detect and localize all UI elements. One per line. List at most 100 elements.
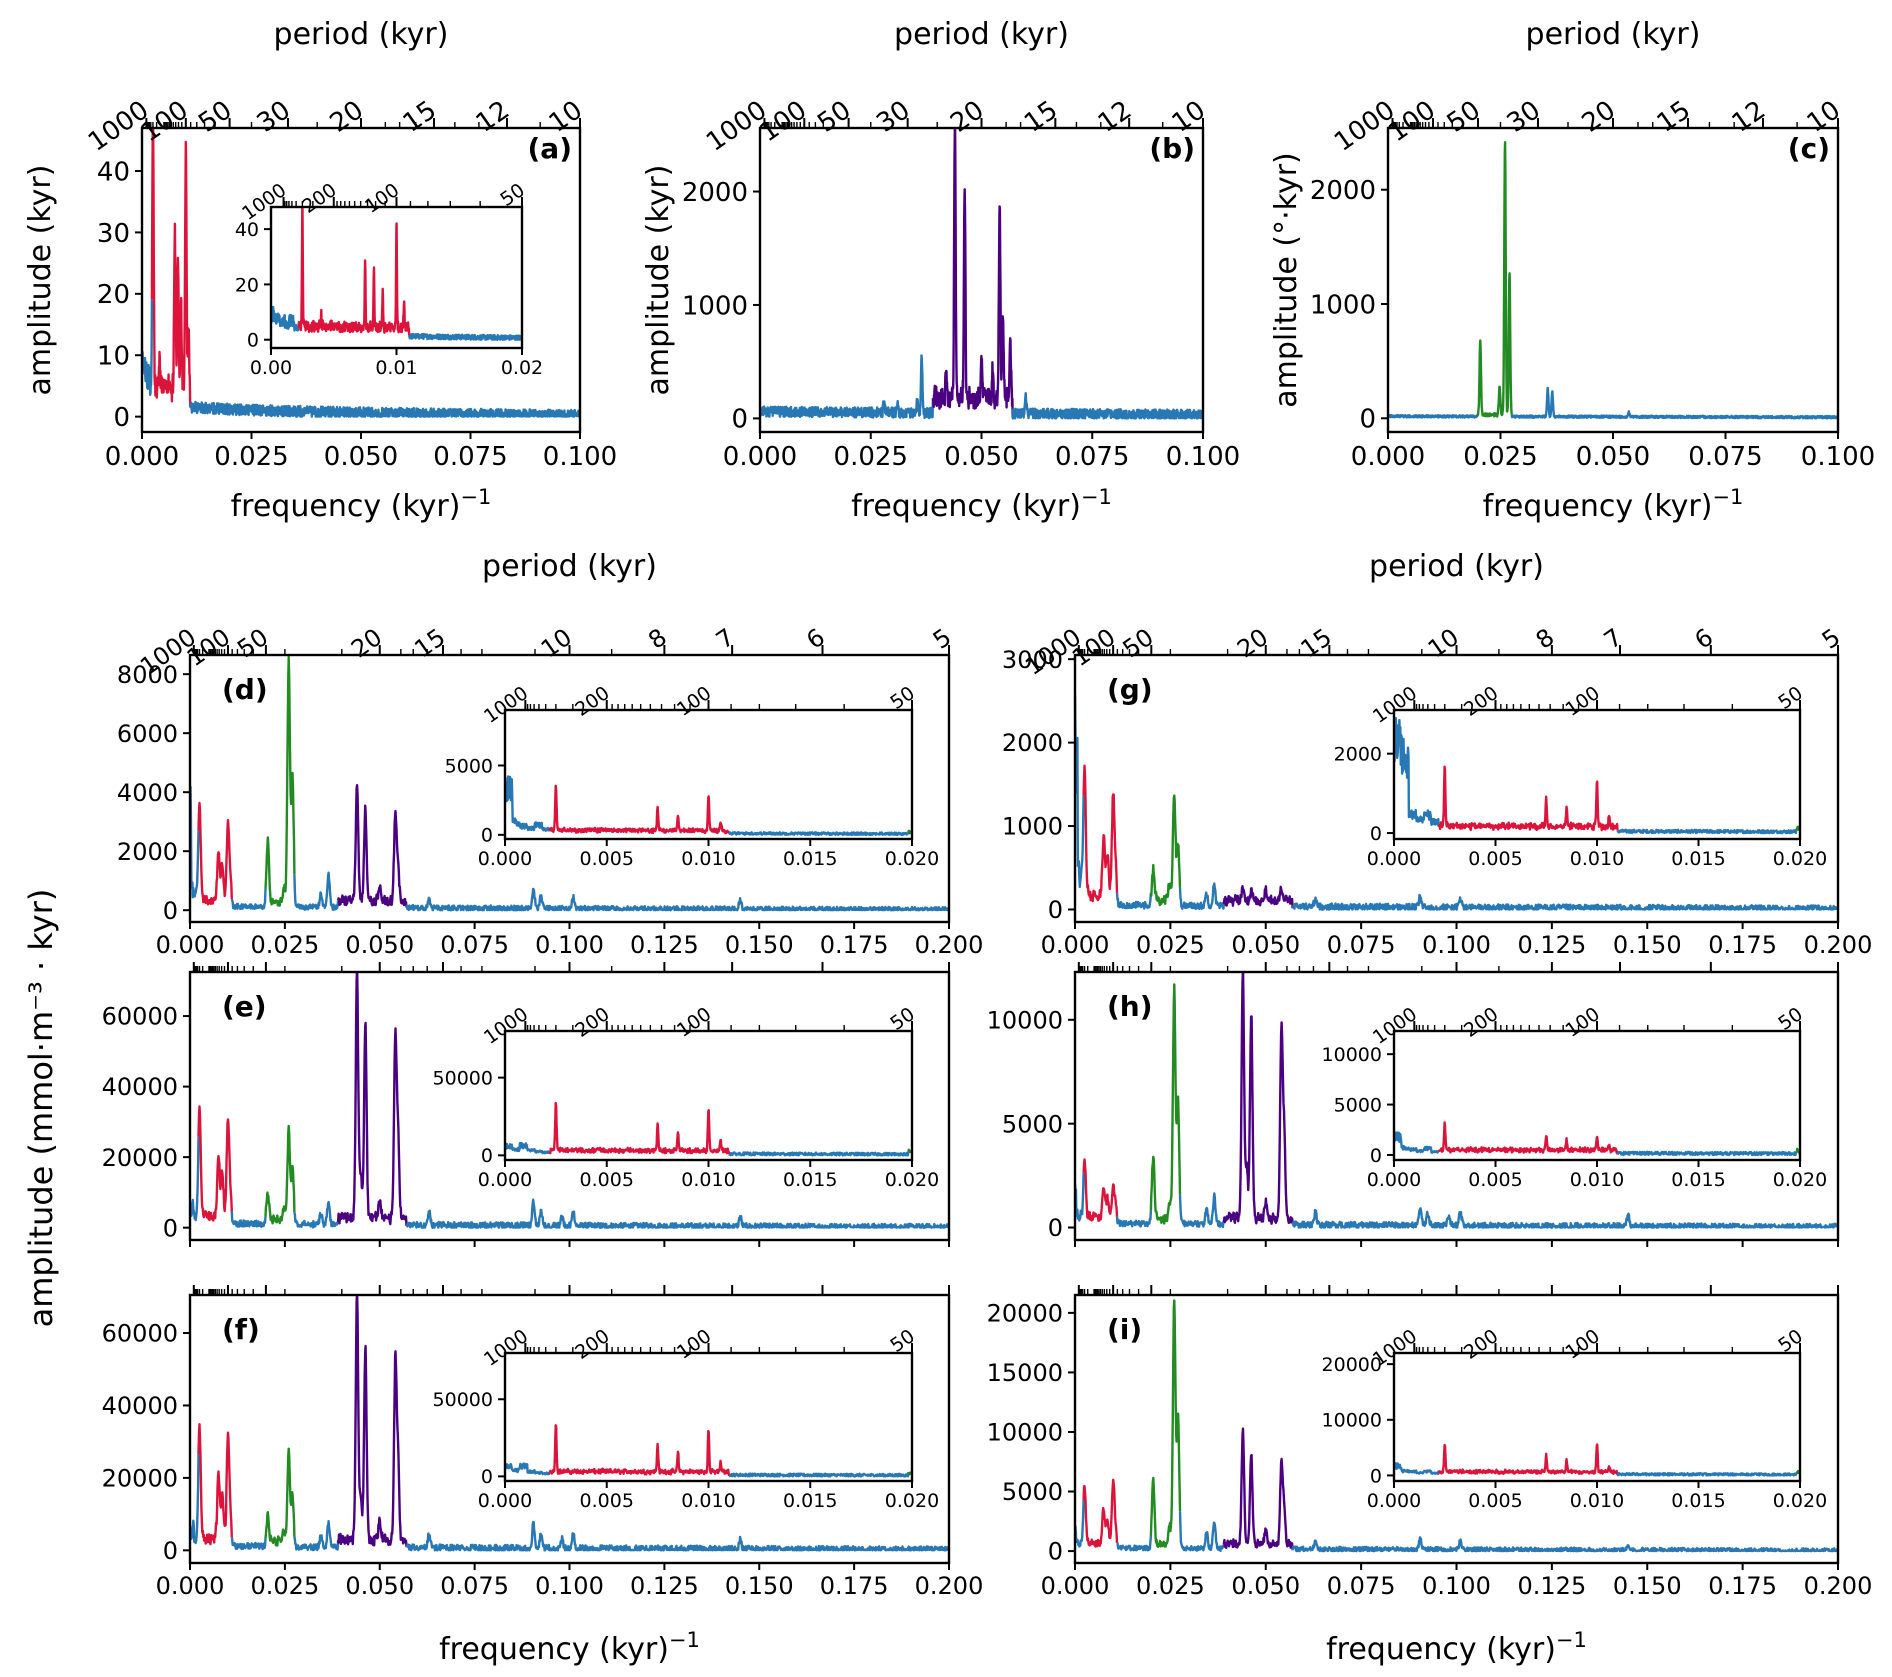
- panel-h-line-2878b5: [1115, 1210, 1153, 1228]
- panel-a-label: (a): [528, 132, 573, 165]
- panel-g-line-dc143c: [1082, 764, 1119, 903]
- panel-i-ytick-label: 5000: [1002, 1478, 1063, 1506]
- panel-f-inset-xtick-label: 0.010: [681, 1490, 735, 1512]
- panel-i-inset: 0.000 0.005 0.010 0.015 0.020010000200001000…: [1322, 1325, 1828, 1512]
- panel-f-line-2878b5: [230, 1536, 267, 1551]
- panel-i-inset-xtick-label: 0.000: [1367, 1490, 1421, 1512]
- panel-c-line-2878b5: [1388, 413, 1479, 419]
- panel-d-line-228b22: [264, 655, 296, 907]
- panel-f-xtick-label: 0.075: [440, 1572, 509, 1600]
- panel-i-xtick-label: 0.100: [1422, 1572, 1491, 1600]
- panel-f-ytick-label: 0: [163, 1537, 178, 1565]
- panel-a-inset-line-2878b5: [408, 332, 522, 341]
- panel-c-xlabel: frequency (kyr)−1: [1483, 485, 1744, 524]
- panel-i-xtick-label: 0.025: [1136, 1572, 1205, 1600]
- panel-d-xtick-label: 0.125: [630, 931, 699, 959]
- panel-e-line-2878b5: [293, 1200, 339, 1229]
- panel-i: 0.000 0.025 0.050 0.075 0.100 0.125 0.150 0.175…: [987, 1285, 1873, 1667]
- panel-d-inset-ytick-label: 0: [481, 825, 493, 847]
- panel-c-xtick-label: 0.100: [1801, 442, 1875, 472]
- panel-d-line-dc143c: [197, 801, 233, 906]
- panel-f-xtick-label: 0.025: [251, 1572, 320, 1600]
- panel-g-line-2878b5: [1178, 882, 1226, 910]
- panel-e-inset-xtick-label: 0.000: [478, 1169, 532, 1191]
- panel-a-line-2878b5: [142, 299, 154, 396]
- panel-d-line-2878b5: [230, 888, 267, 910]
- panel-h-inset-ytick-label: 5000: [1334, 1094, 1382, 1116]
- panel-g: 0.000 0.025 0.050 0.075 0.100 0.125 0.150 0.175…: [1002, 549, 1872, 959]
- panel-c-ytick-label: 1000: [1310, 290, 1376, 320]
- panel-g-ytick-label: 3000: [1002, 646, 1063, 674]
- panel-g-inset-bg: [1394, 710, 1800, 839]
- panel-a-xlabel: frequency (kyr)−1: [231, 485, 492, 524]
- panel-f-inset-line-2878b5: [505, 1462, 551, 1476]
- panel-a-line-2878b5: [189, 400, 580, 418]
- panel-i-xtick-label: 0.175: [1708, 1572, 1777, 1600]
- panel-f-line-dc143c: [197, 1422, 233, 1546]
- panel-a-inset-line-2878b5: [271, 305, 300, 332]
- panel-a: 0.000 0.025 0.050 0.075 0.100010203040100010…: [23, 17, 617, 524]
- panel-i-line-2878b5: [1178, 1511, 1226, 1553]
- panel-g-xtick-label: 0.150: [1613, 931, 1682, 959]
- panel-i-ytick-label: 10000: [987, 1419, 1063, 1447]
- panel-e-inset-xtick-label: 0.020: [885, 1169, 939, 1191]
- panel-c-xtick-label: 0.050: [1576, 442, 1650, 472]
- panel-c-line-228b22: [1476, 140, 1513, 418]
- panel-h-ytick-label: 0: [1048, 1214, 1063, 1242]
- panel-c-period-axis-title: period (kyr): [1526, 17, 1701, 52]
- panel-i-inset-ytick-label: 0: [1370, 1465, 1382, 1487]
- panel-f-inset-ytick-label: 50000: [433, 1389, 493, 1411]
- shared-y-axis-label: amplitude (mmol·m⁻³ · kyr): [22, 889, 60, 1328]
- panel-a-inset-ytick-label: 40: [235, 219, 259, 241]
- panel-a-ylabel: amplitude (kyr): [23, 165, 58, 396]
- panel-h-ytick-label: 10000: [987, 1006, 1063, 1034]
- panel-d-ytick-label: 6000: [117, 720, 178, 748]
- panel-f-inset-ytick-label: 0: [481, 1466, 493, 1488]
- panel-d-ytick-label: 2000: [117, 838, 178, 866]
- panel-f-ytick-label: 20000: [102, 1465, 178, 1493]
- panel-g-inset-line-2878b5: [1394, 716, 1440, 827]
- panel-h-label: (h): [1107, 990, 1153, 1023]
- panel-d-line-2878b5: [190, 785, 200, 899]
- panel-d-inset-ytick-label: 5000: [445, 755, 493, 777]
- panel-h: 0 5000 10000 (h) 0.000 0.005 0.010 0.015 0.020 0 5…: [987, 962, 1840, 1247]
- panel-i-ytick-label: 15000: [987, 1359, 1063, 1387]
- panel-b-line-2878b5: [1011, 392, 1203, 420]
- panel-c-ytick-label: 2000: [1310, 176, 1376, 206]
- panel-h-inset-xtick-label: 0.020: [1773, 1169, 1827, 1191]
- panel-c: 0.000 0.025 0.050 0.075 0.100010002000100010…: [1269, 17, 1875, 524]
- panel-g-xtick-label: 0.025: [1136, 931, 1205, 959]
- panel-g-inset-xtick-label: 0.020: [1773, 848, 1827, 870]
- panel-d-xtick-label: 0.100: [535, 931, 604, 959]
- panel-b-xlabel: frequency (kyr)−1: [851, 485, 1112, 524]
- panel-g-line-4b0082: [1222, 885, 1294, 909]
- panel-f-xtick-label: 0.100: [535, 1572, 604, 1600]
- panel-g-xtick-label: 0.000: [1041, 931, 1110, 959]
- panel-f-inset-xtick-label: 0.020: [885, 1490, 939, 1512]
- panel-h-inset-ytick-label: 0: [1370, 1145, 1382, 1167]
- panel-e-line-228b22: [264, 1124, 296, 1225]
- panel-i-xtick-label: 0.200: [1804, 1572, 1873, 1600]
- panel-d-line-2878b5: [293, 871, 340, 911]
- panel-d-inset-xtick-label: 0.020: [885, 848, 939, 870]
- panel-a-ytick-label: 10: [97, 342, 130, 372]
- panel-d-inset-xtick-label: 0.015: [783, 848, 837, 870]
- panel-a-xtick-label: 0.100: [543, 442, 617, 472]
- panel-d-ytick-label: 0: [163, 897, 178, 925]
- panel-g-xtick-label: 0.100: [1422, 931, 1491, 959]
- panel-g-inset-xtick-label: 0.000: [1367, 848, 1421, 870]
- panel-a-period-axis-title: period (kyr): [274, 17, 449, 52]
- panel-g-xtick-label: 0.075: [1327, 931, 1396, 959]
- panel-e-inset-xtick-label: 0.005: [580, 1169, 634, 1191]
- panel-i-line-2878b5: [1075, 1499, 1085, 1548]
- panel-a-line-dc143c: [150, 128, 192, 408]
- panel-b-xtick-label: 0.000: [723, 442, 797, 472]
- panel-a-ytick-label: 0: [113, 403, 130, 433]
- panel-g-inset-line-2878b5: [1616, 828, 1798, 835]
- panel-f-xtick-label: 0.150: [725, 1572, 794, 1600]
- panel-i-line-dc143c: [1082, 1478, 1119, 1548]
- panel-e: 0 20000 40000 60000 (e) 0.000 0.005 0.010 0.015 0…: [102, 962, 951, 1247]
- panel-f-xtick-label: 0.050: [345, 1572, 414, 1600]
